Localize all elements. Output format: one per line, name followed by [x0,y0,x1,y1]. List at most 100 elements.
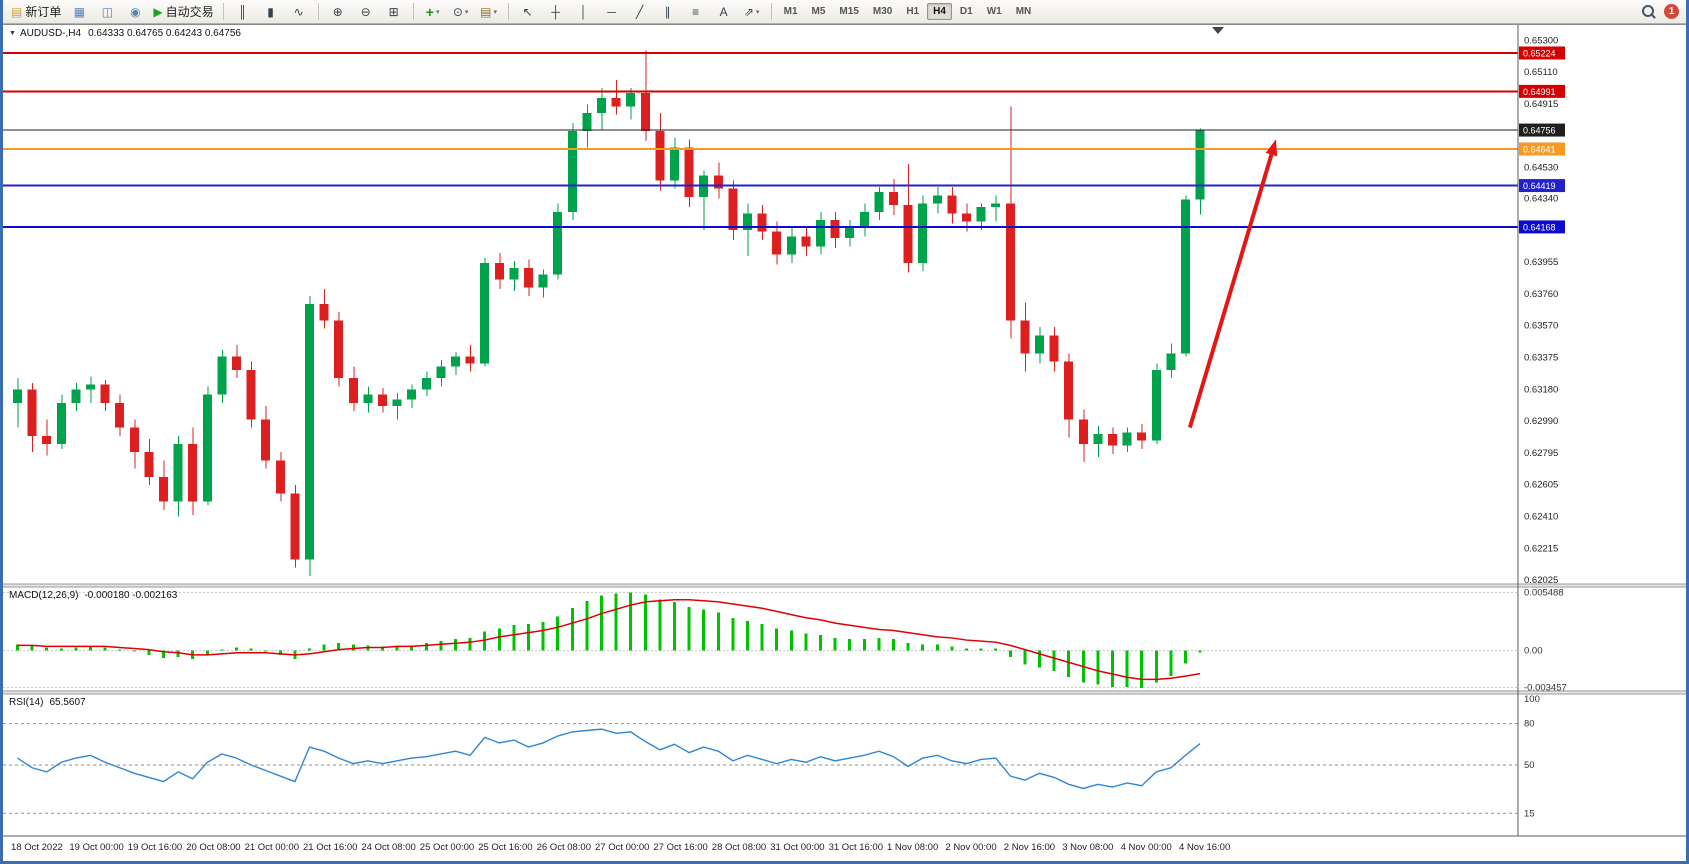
crosshair-button[interactable]: ┼ [542,1,570,23]
support-line-64419[interactable]: 0.64419 [3,179,1565,193]
timeframe-m30[interactable]: M30 [872,6,893,17]
chevron-down-icon[interactable]: ▾ [493,8,498,16]
trendline-button[interactable]: ╱ [626,1,654,23]
indicators-button[interactable]: + ▾ [419,1,447,23]
svg-text:0.62795: 0.62795 [1524,448,1558,459]
clock-icon: ⊙ [452,4,463,19]
svg-text:3 Nov 08:00: 3 Nov 08:00 [1062,842,1113,853]
tile-windows-button[interactable]: ⊞ [380,1,408,23]
timeframe-d1[interactable]: D1 [959,6,973,17]
rsi-indicator-label: RSI(14) 65.5607 [9,697,86,708]
chart-shift-marker[interactable] [1212,27,1224,34]
timeframe-m1[interactable]: M1 [783,6,798,17]
search-icon[interactable] [1642,4,1656,19]
timeframe-h1[interactable]: H1 [906,6,920,17]
template-icon: ▤ [480,4,492,19]
rsi-line [17,728,1201,790]
chart-canvas[interactable]: 0.65300 0.65110 0.64915 0.64530 0.64340 0.639… [3,24,1686,861]
toolbar-separator [507,3,509,20]
chevron-down-icon[interactable]: ▾ [755,8,760,16]
channel-button[interactable]: ∥ [654,1,682,23]
chart-area[interactable]: ▼ AUDUSD-,H4 0.64333 0.64765 0.64243 0.647… [3,24,1686,861]
text-button[interactable]: A [710,1,738,23]
tile-windows-icon: ⊞ [388,4,399,19]
chevron-down-icon[interactable]: ▾ [435,8,440,16]
macd-histogram [16,592,1202,688]
svg-text:0.64641: 0.64641 [1523,145,1556,155]
symbol-period: AUDUSD-,H4 [19,28,82,39]
pane-splitter[interactable] [3,690,1686,695]
notification-badge[interactable]: 1 [1664,4,1679,19]
zoom-in-button[interactable]: ⊕ [324,1,352,23]
resistance-line-65224[interactable]: 0.65224 [3,46,1565,60]
line-chart-button[interactable]: ∿ [285,1,313,23]
svg-text:1 Nov 08:00: 1 Nov 08:00 [887,842,938,853]
fibonacci-button[interactable]: ≡ [682,1,710,23]
svg-text:0.62605: 0.62605 [1524,479,1558,490]
vertical-line-button[interactable]: │ [570,1,598,23]
candlestick-button[interactable]: ▮ [257,1,285,23]
toolbar-group-drawing-tools: ↖ ┼ │ ─ ╱ ∥ ≡ A ⇗ ▾ [514,1,766,23]
timeframe-h4[interactable]: H4 [927,3,952,20]
svg-text:80: 80 [1524,719,1535,730]
chart-window-button[interactable]: ▦ [65,1,93,23]
svg-text:19 Oct 16:00: 19 Oct 16:00 [128,842,182,853]
add-indicator-icon: + [425,3,434,20]
timeframe-mn[interactable]: MN [1015,6,1032,17]
play-icon: ▶ [153,4,163,19]
text-icon: A [719,4,728,19]
periods-button[interactable]: ⊙ ▾ [447,1,475,23]
macd-values: -0.000180 -0.002163 [84,590,178,601]
templates-button[interactable]: ▤ ▾ [475,1,503,23]
fibonacci-icon: ≡ [692,4,700,19]
svg-text:0.64991: 0.64991 [1523,87,1556,97]
svg-text:28 Oct 08:00: 28 Oct 08:00 [712,842,766,853]
timeframe-m15[interactable]: M15 [839,6,859,17]
arrows-button[interactable]: ⇗ ▾ [738,1,766,23]
svg-text:0.63180: 0.63180 [1524,385,1558,396]
resistance-line-64991[interactable]: 0.64991 [3,84,1565,98]
support-line-64168[interactable]: 0.64168 [3,220,1565,234]
svg-text:2 Nov 00:00: 2 Nov 00:00 [945,842,996,853]
svg-text:0.64756: 0.64756 [1523,126,1556,136]
pivot-line-64641[interactable]: 0.64641 [3,142,1565,156]
line-chart-icon: ∿ [293,4,304,19]
cursor-button[interactable]: ↖ [514,1,542,23]
profiles-icon: ◫ [101,4,114,19]
arrow-object-icon: ⇗ [743,4,754,19]
horizontal-line-button[interactable]: ─ [598,1,626,23]
timeframe-m5[interactable]: M5 [811,6,826,17]
time-axis[interactable]: 18 Oct 2022 19 Oct 00:00 19 Oct 16:00 20 Oc… [11,842,1230,853]
svg-text:25 Oct 16:00: 25 Oct 16:00 [478,842,532,853]
profiles-button[interactable]: ◫ [93,1,121,23]
svg-text:26 Oct 08:00: 26 Oct 08:00 [537,842,591,853]
svg-text:0.65110: 0.65110 [1524,67,1558,78]
market-watch-button[interactable]: ◉ [121,1,149,23]
bar-chart-button[interactable]: ║ [229,1,257,23]
trend-arrow[interactable] [1187,139,1278,429]
trendline-icon: ╱ [635,4,644,19]
macd-indicator-label: MACD(12,26,9) -0.000180 -0.002163 [9,590,177,601]
current-price-line[interactable]: 0.64756 [3,123,1565,137]
svg-text:0.64340: 0.64340 [1524,194,1558,205]
rsi-axis: 100 80 50 15 [3,694,1540,819]
candlesticks [13,50,1205,576]
new-order-icon: ▤ [11,4,23,19]
autotrading-button-label: 自动交易 [165,5,214,19]
svg-text:0.63375: 0.63375 [1524,353,1558,364]
macd-axis: 0.005488 0.00 -0.003457 [3,587,1567,693]
vertical-line-icon: │ [579,4,588,19]
toolbar-group-zoom-windows: ⊕ ⊖ ⊞ [324,1,408,23]
pane-splitter[interactable] [3,583,1686,588]
autotrading-button[interactable]: ▶ 自动交易 [149,1,217,23]
new-order-button[interactable]: ▤ 新订单 [7,1,65,23]
candlestick-icon: ▮ [267,4,274,19]
svg-text:21 Oct 16:00: 21 Oct 16:00 [303,842,357,853]
channel-icon: ∥ [664,4,671,19]
zoom-out-button[interactable]: ⊖ [352,1,380,23]
chevron-down-icon[interactable]: ▾ [464,8,469,16]
collapse-icon[interactable]: ▼ [9,30,16,37]
market-watch-icon: ◉ [130,4,141,19]
timeframe-w1[interactable]: W1 [986,6,1002,17]
price-axis[interactable]: 0.65300 0.65110 0.64915 0.64530 0.64340 0.639… [1524,35,1558,585]
